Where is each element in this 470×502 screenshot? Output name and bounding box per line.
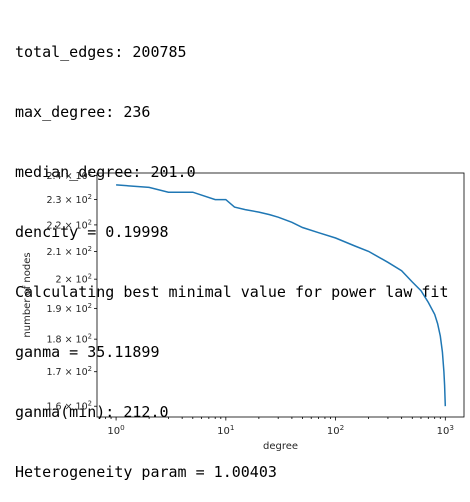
y-tick-label: 2 × 102 bbox=[56, 273, 93, 286]
y-tick-label: 2.1 × 102 bbox=[46, 245, 92, 258]
x-tick-label: 100 bbox=[107, 423, 125, 437]
x-axis-label: degree bbox=[263, 441, 298, 452]
y-tick-label: 1.8 × 102 bbox=[46, 333, 92, 346]
output-line: ganma(min): 212.0 bbox=[15, 403, 169, 421]
x-tick-label: 103 bbox=[437, 423, 454, 437]
series-line bbox=[116, 184, 447, 407]
x-tick-label: 102 bbox=[327, 423, 344, 437]
output-line: median_degree: 201.0 bbox=[15, 163, 196, 181]
y-tick-label: 1.7 × 102 bbox=[46, 365, 92, 378]
y-tick-label: 2.3 × 102 bbox=[46, 193, 92, 206]
x-tick-label: 101 bbox=[217, 423, 234, 437]
output-line: Heterogeneity param = 1.00403 bbox=[15, 463, 277, 481]
degree-distribution-chart: 100 101 102 103 2.4 × 102 2.3 × 102 2.2 × 102 2… bbox=[22, 169, 465, 452]
output-line: dencity = 0.19998 bbox=[15, 223, 169, 241]
output-line: max_degree: 236 bbox=[15, 103, 151, 121]
output-line: ganma = 35.11899 bbox=[15, 343, 160, 361]
y-tick-label: 1.9 × 102 bbox=[46, 302, 92, 315]
output-line: total_edges: 200785 bbox=[15, 43, 187, 61]
output-line: Calculating best minimal value for power… bbox=[15, 283, 449, 301]
y-tick-label: 1.6 × 102 bbox=[46, 400, 92, 413]
y-tick-label: 2.4 × 102 bbox=[46, 169, 92, 182]
plot-frame bbox=[96, 172, 465, 418]
y-tick-label: 2.2 × 102 bbox=[46, 218, 92, 231]
y-axis-label: number of nodes bbox=[22, 252, 33, 337]
